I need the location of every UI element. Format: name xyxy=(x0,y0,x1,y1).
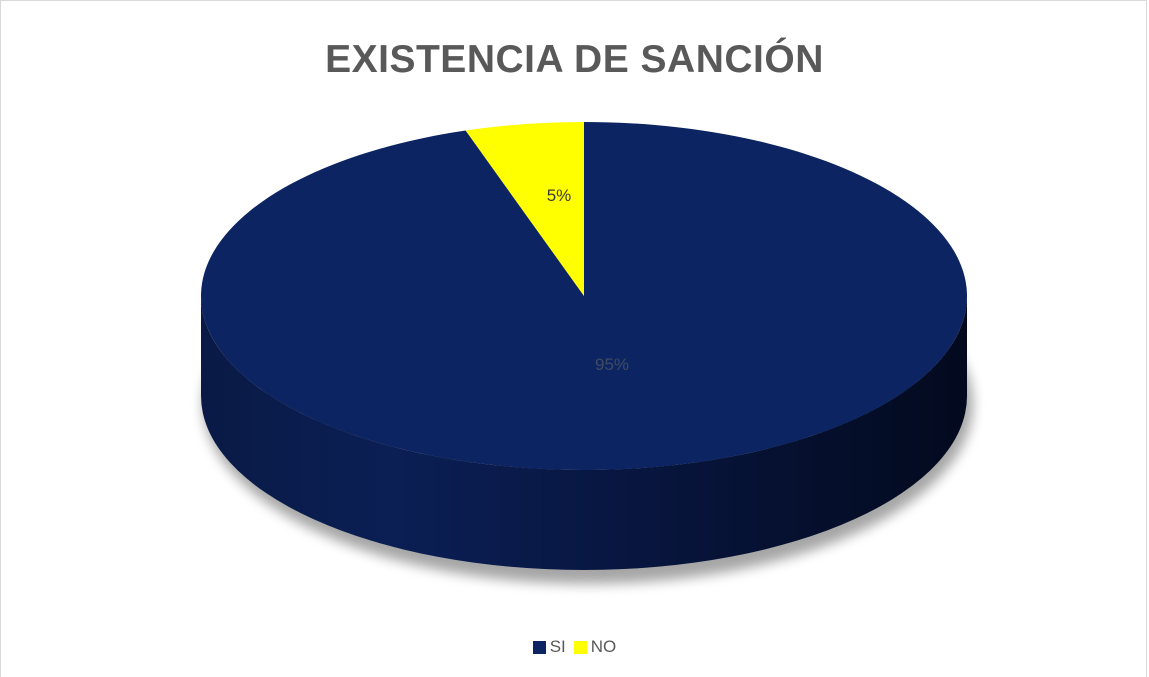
legend-label-no: NO xyxy=(590,637,617,656)
legend-item-no: NO xyxy=(573,637,617,657)
data-label-si: 95% xyxy=(595,355,629,374)
legend-swatch-si xyxy=(532,640,546,654)
chart-title: EXISTENCIA DE SANCIÓN xyxy=(325,38,824,81)
slice-no xyxy=(465,122,584,296)
legend-item-si: SI xyxy=(532,637,566,657)
chart-legend: SI NO xyxy=(0,636,1149,658)
legend-label-si: SI xyxy=(549,637,566,656)
data-label-no: 5% xyxy=(547,186,572,205)
legend-swatch-no xyxy=(573,640,587,654)
slice-side-si xyxy=(201,296,967,570)
